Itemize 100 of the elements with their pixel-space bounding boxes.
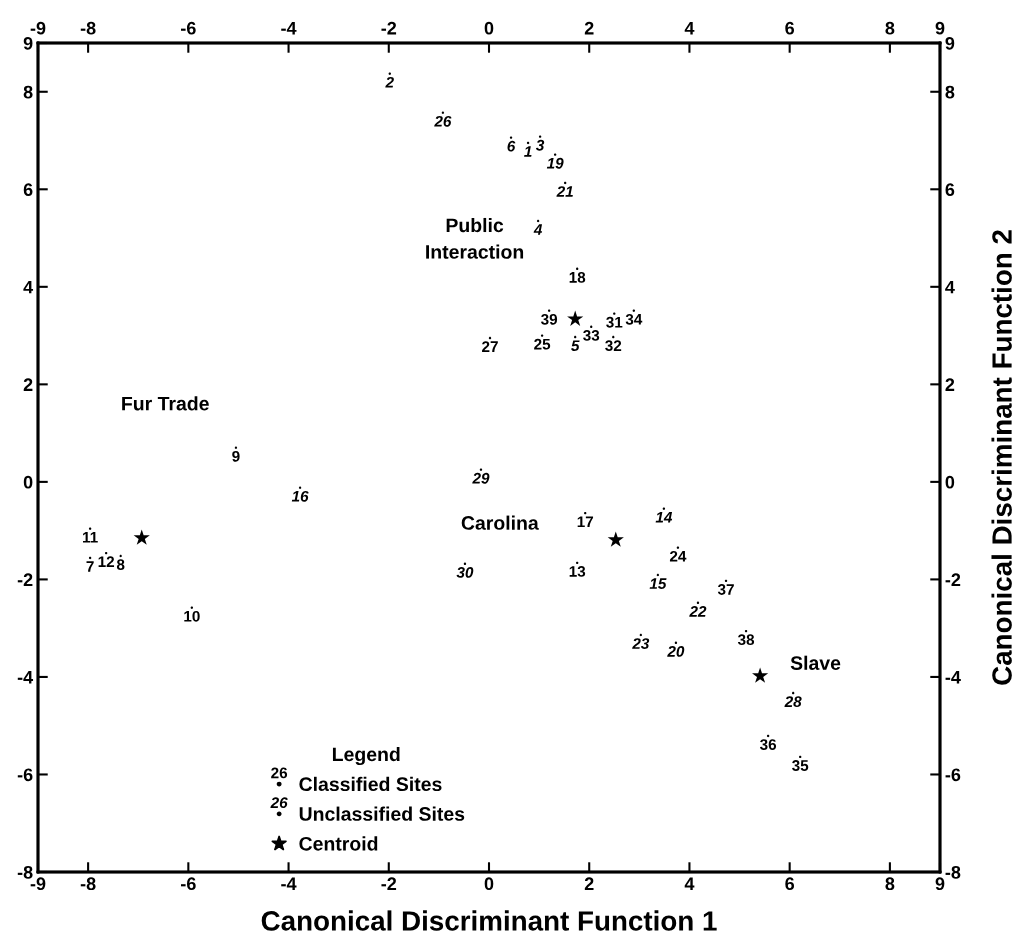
- y-tick-label: 8: [23, 85, 33, 99]
- annotation: 28: [784, 696, 802, 708]
- annotation: 27: [482, 341, 498, 352]
- y2-tick-label: 8: [945, 85, 955, 99]
- y-tick-label: -8: [17, 865, 33, 879]
- annotation: 33: [583, 329, 600, 341]
- annotation: 21: [556, 186, 573, 197]
- point: [613, 312, 616, 315]
- point: [538, 135, 542, 138]
- x2-tick-label: 0: [484, 21, 494, 35]
- text: 26: [270, 797, 288, 809]
- annotation: 9: [232, 450, 240, 462]
- y2-tick-label: -2: [945, 573, 961, 586]
- y2-tick-label: -4: [945, 671, 961, 684]
- annotation: 5: [571, 340, 580, 352]
- text: 26: [271, 767, 288, 779]
- x-tick-label: -4: [281, 877, 297, 890]
- annotation: Fur Trade: [122, 396, 209, 411]
- x2-tick-label: 9: [935, 21, 945, 35]
- y2-tick-label: -8: [945, 865, 961, 879]
- annotation: 18: [569, 271, 586, 283]
- x-tick-label: 8: [885, 877, 895, 891]
- x-tick-label: 6: [785, 877, 795, 891]
- annotation: Public Interaction: [426, 217, 524, 259]
- annotation: 17: [577, 516, 594, 527]
- annotation: 26: [434, 115, 452, 127]
- annotation: 1: [524, 146, 532, 157]
- x-tick-label: -9: [30, 877, 46, 891]
- annotation: 39: [540, 313, 558, 325]
- x-tick-label: 0: [484, 877, 494, 891]
- annotation: 34: [625, 313, 643, 325]
- x2-tick-label: -9: [30, 21, 46, 35]
- legend-title: Legend: [332, 746, 400, 766]
- annotation: 38: [737, 634, 755, 646]
- x-axis-title: Canonical Discriminant Function 1: [261, 910, 717, 931]
- x-tick-label: -2: [381, 877, 397, 890]
- annotation: 3: [535, 139, 545, 151]
- annotation: 24: [669, 550, 687, 562]
- annotation: Carolina: [461, 515, 539, 530]
- x2-tick-label: -6: [181, 21, 196, 35]
- annotation: 25: [534, 338, 551, 350]
- annotation: 29: [472, 472, 490, 484]
- annotation: 15: [649, 578, 667, 590]
- annotation: 8: [116, 559, 125, 570]
- y2-tick-label: 4: [945, 280, 955, 294]
- annotation: 13: [569, 566, 586, 577]
- annotation: 36: [759, 739, 777, 750]
- y-tick-label: -4: [17, 671, 34, 684]
- x2-tick-label: 8: [885, 21, 895, 35]
- y2-tick-label: 9: [945, 36, 955, 50]
- x2-tick-label: 6: [785, 21, 795, 35]
- annotation: Slave: [790, 655, 841, 670]
- annotation: 4: [533, 224, 543, 235]
- point: [567, 310, 584, 326]
- annotation: 14: [655, 512, 673, 523]
- y2-tick-label: -6: [945, 768, 961, 782]
- annotation: 10: [184, 610, 200, 622]
- x2-tick-label: -2: [381, 21, 397, 35]
- point: [133, 529, 150, 545]
- x2-tick-label: 4: [684, 21, 695, 35]
- annotation: 12: [98, 556, 115, 567]
- annotation: 32: [605, 340, 622, 352]
- point: [752, 667, 769, 683]
- point: [540, 334, 544, 337]
- y-tick-label: 2: [23, 378, 33, 391]
- x-tick-label: -8: [80, 877, 96, 891]
- annotation: 7: [86, 561, 94, 572]
- y-tick-label: -2: [17, 573, 33, 586]
- x-tick-label: 2: [584, 877, 594, 890]
- annotation: 23: [632, 638, 650, 649]
- annotation: 20: [667, 645, 685, 657]
- y2-tick-label: 2: [945, 378, 955, 391]
- y2-tick-label: 0: [945, 475, 955, 489]
- annotation: 16: [291, 490, 309, 502]
- annotation: 31: [606, 316, 623, 328]
- annotation: 22: [689, 606, 707, 617]
- y-tick-label: 9: [23, 36, 33, 50]
- x2-tick-label: 2: [584, 21, 594, 35]
- annotation: 2: [385, 76, 394, 88]
- legend-label: Unclassified Sites: [299, 806, 465, 821]
- annotation: 19: [546, 157, 564, 169]
- x-tick-label: 9: [935, 877, 945, 891]
- y2-axis-title: Canonical Discriminant Function 2: [991, 230, 1012, 685]
- x-tick-label: -6: [181, 877, 196, 891]
- x2-tick-label: -8: [80, 21, 96, 35]
- legend-label: Centroid: [299, 836, 378, 851]
- y-tick-label: 4: [23, 280, 34, 294]
- y-tick-label: 6: [23, 183, 33, 197]
- x2-tick-label: -4: [281, 21, 297, 35]
- annotation: 6: [507, 140, 516, 152]
- annotation: 35: [792, 760, 809, 771]
- y2-tick-label: 6: [945, 183, 955, 197]
- point: [509, 136, 513, 139]
- x-tick-label: 4: [684, 877, 695, 890]
- annotation: 11: [83, 532, 98, 543]
- y-tick-label: 0: [23, 475, 33, 489]
- y-tick-label: -6: [17, 768, 33, 782]
- legend-label: Classified Sites: [299, 776, 442, 792]
- annotation: 37: [717, 584, 734, 595]
- point: [607, 531, 624, 547]
